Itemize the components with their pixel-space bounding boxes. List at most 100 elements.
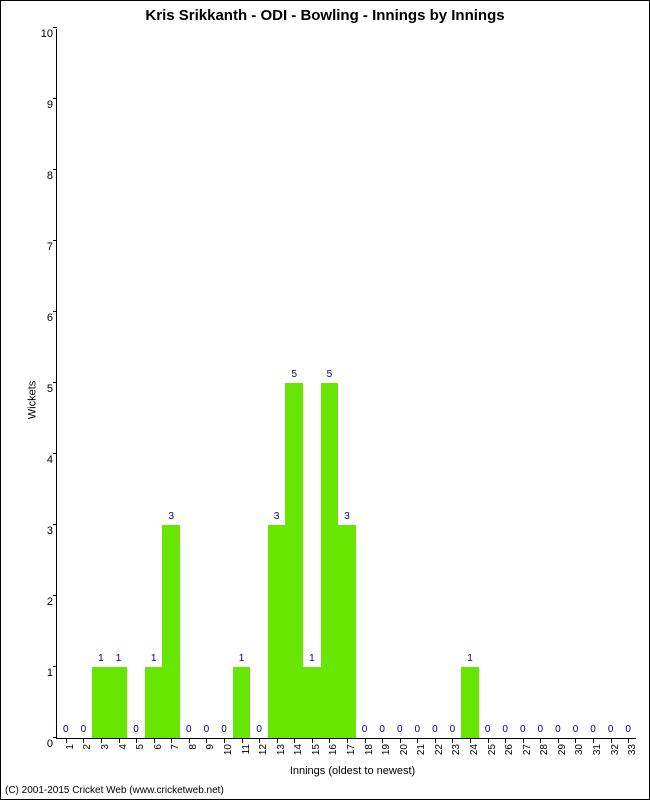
x-tick-label: 18 xyxy=(363,744,375,755)
bar-value-label: 1 xyxy=(467,653,473,664)
x-tick-mark xyxy=(365,739,366,743)
y-tick-label: 5 xyxy=(47,383,57,395)
x-tick-mark xyxy=(224,739,225,743)
x-tick-label: 9 xyxy=(204,744,216,750)
x-tick-label: 11 xyxy=(240,744,252,754)
x-tick-mark xyxy=(540,739,541,743)
x-tick-mark xyxy=(593,739,594,743)
bar-value-label: 1 xyxy=(239,653,245,664)
x-tick-label: 4 xyxy=(117,744,129,750)
bar-value-label: 0 xyxy=(397,724,403,735)
bar-value-label: 0 xyxy=(415,724,421,735)
x-tick-label: 13 xyxy=(275,744,287,755)
y-tick-mark xyxy=(53,382,57,383)
x-tick-label: 27 xyxy=(521,744,533,755)
bar-value-label: 0 xyxy=(502,724,508,735)
bar-value-label: 0 xyxy=(520,724,526,735)
y-tick-label: 8 xyxy=(47,170,57,182)
x-tick-label: 21 xyxy=(415,744,427,755)
x-tick-label: 3 xyxy=(99,744,111,750)
x-tick-label: 25 xyxy=(486,744,498,755)
x-tick-mark xyxy=(277,739,278,743)
x-tick-label: 17 xyxy=(345,744,357,755)
x-tick-mark xyxy=(523,739,524,743)
y-tick-mark xyxy=(53,524,57,525)
plot-area: 0123456789100102131405163708090101110123… xyxy=(56,29,636,739)
x-tick-mark xyxy=(470,739,471,743)
bar-value-label: 0 xyxy=(608,724,614,735)
bar-value-label: 5 xyxy=(291,369,297,380)
x-tick-mark xyxy=(119,739,120,743)
y-tick-label: 9 xyxy=(47,99,57,111)
x-tick-mark xyxy=(505,739,506,743)
bar-value-label: 3 xyxy=(168,511,174,522)
bar xyxy=(303,667,321,738)
x-tick-mark xyxy=(154,739,155,743)
x-tick-mark xyxy=(101,739,102,743)
x-tick-mark xyxy=(417,739,418,743)
x-tick-mark xyxy=(628,739,629,743)
bar-value-label: 0 xyxy=(485,724,491,735)
x-tick-mark xyxy=(575,739,576,743)
x-tick-label: 22 xyxy=(433,744,445,755)
x-tick-label: 12 xyxy=(257,744,269,755)
x-tick-label: 29 xyxy=(556,744,568,755)
bar-value-label: 0 xyxy=(379,724,385,735)
bar xyxy=(268,525,286,738)
bar-value-label: 0 xyxy=(81,724,87,735)
x-tick-mark xyxy=(329,739,330,743)
bar-value-label: 1 xyxy=(98,653,104,664)
x-tick-label: 20 xyxy=(398,744,410,755)
copyright-text: (C) 2001-2015 Cricket Web (www.cricketwe… xyxy=(5,785,224,796)
y-tick-label: 0 xyxy=(47,738,57,750)
x-tick-mark xyxy=(435,739,436,743)
x-tick-label: 30 xyxy=(573,744,585,755)
x-tick-mark xyxy=(400,739,401,743)
bar-value-label: 0 xyxy=(538,724,544,735)
bar-value-label: 0 xyxy=(186,724,192,735)
bar xyxy=(338,525,356,738)
bar-value-label: 0 xyxy=(450,724,456,735)
bar xyxy=(461,667,479,738)
bar-value-label: 0 xyxy=(573,724,579,735)
bar xyxy=(321,383,339,738)
bar xyxy=(233,667,251,738)
x-tick-label: 15 xyxy=(310,744,322,755)
bar xyxy=(92,667,110,738)
y-tick-mark xyxy=(53,666,57,667)
x-tick-label: 14 xyxy=(292,744,304,755)
bar-value-label: 0 xyxy=(555,724,561,735)
x-tick-label: 8 xyxy=(187,744,199,750)
bar-value-label: 1 xyxy=(309,653,315,664)
bar xyxy=(285,383,303,738)
y-tick-label: 3 xyxy=(47,525,57,537)
y-tick-mark xyxy=(53,240,57,241)
x-tick-mark xyxy=(83,739,84,743)
x-tick-label: 6 xyxy=(152,744,164,750)
x-tick-mark xyxy=(558,739,559,743)
bar-value-label: 0 xyxy=(63,724,69,735)
y-tick-label: 7 xyxy=(47,241,57,253)
bar-value-label: 0 xyxy=(590,724,596,735)
x-tick-label: 2 xyxy=(81,744,93,750)
bar-value-label: 0 xyxy=(133,724,139,735)
x-tick-mark xyxy=(488,739,489,743)
x-tick-label: 19 xyxy=(380,744,392,755)
bar-value-label: 1 xyxy=(151,653,157,664)
y-tick-mark xyxy=(53,311,57,312)
x-tick-mark xyxy=(189,739,190,743)
x-tick-label: 7 xyxy=(169,744,181,750)
bar-value-label: 5 xyxy=(327,369,333,380)
x-tick-label: 23 xyxy=(450,744,462,755)
y-tick-label: 6 xyxy=(47,312,57,324)
x-tick-mark xyxy=(171,739,172,743)
chart-title: Kris Srikkanth - ODI - Bowling - Innings… xyxy=(1,7,649,24)
x-tick-label: 26 xyxy=(503,744,515,755)
x-tick-mark xyxy=(347,739,348,743)
bar-value-label: 0 xyxy=(625,724,631,735)
x-tick-mark xyxy=(312,739,313,743)
y-tick-mark xyxy=(53,595,57,596)
bar-value-label: 0 xyxy=(256,724,262,735)
x-tick-label: 24 xyxy=(468,744,480,755)
x-tick-label: 28 xyxy=(538,744,550,755)
